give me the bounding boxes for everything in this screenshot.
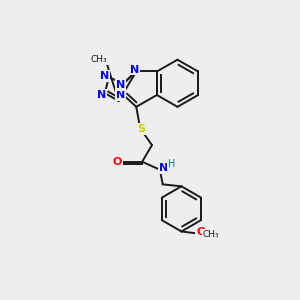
Text: N: N xyxy=(97,90,106,100)
Text: H: H xyxy=(168,159,175,169)
Text: CH₃: CH₃ xyxy=(202,230,219,239)
Text: N: N xyxy=(130,64,139,74)
Text: N: N xyxy=(116,80,125,90)
Text: CH₃: CH₃ xyxy=(91,55,107,64)
Text: N: N xyxy=(100,71,110,81)
Text: S: S xyxy=(137,124,145,134)
Text: O: O xyxy=(113,157,122,167)
Text: O: O xyxy=(196,227,206,237)
Text: N: N xyxy=(116,90,125,100)
Text: N: N xyxy=(159,163,168,173)
